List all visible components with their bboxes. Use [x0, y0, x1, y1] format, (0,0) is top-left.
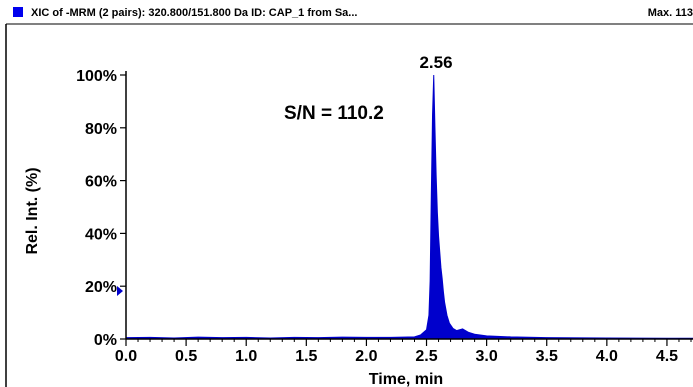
x-tick-label: 1.0	[235, 348, 257, 365]
peak-retention-time-label: 2.56	[419, 53, 452, 72]
x-tick-layer: 0.0 0.5 1.0 1.5 2.0 2.5 3.0 3.5 4.0 4.5	[115, 339, 692, 365]
x-tick-label: 0.5	[175, 348, 197, 365]
y-axis-label: Rel. Int. (%)	[24, 167, 41, 254]
x-tick-label: 0.0	[115, 348, 137, 365]
series-color-swatch-icon	[13, 7, 23, 17]
chromatogram-trace	[125, 74, 693, 340]
signal-to-noise-label: S/N = 110.2	[284, 103, 384, 124]
x-axis-label: Time, min	[369, 371, 443, 387]
x-tick-label: 3.0	[476, 348, 498, 365]
axis-layer	[125, 71, 693, 340]
x-tick-label: 1.5	[295, 348, 317, 365]
plot-area: 0% 20% 40% 60% 80% 100% 0.0 0.5 1.0 1.5 2.0 2.5 3.0…	[76, 68, 693, 365]
y-tick-label: 100%	[76, 68, 117, 85]
intensity-marker-icon	[117, 286, 123, 296]
chart-header	[0, 0, 693, 40]
y-tick-label: 80%	[85, 121, 117, 138]
x-tick-label: 2.0	[355, 348, 377, 365]
y-tick-label: 20%	[85, 279, 117, 296]
x-tick-label: 4.0	[596, 348, 618, 365]
trace-layer	[125, 74, 693, 340]
y-tick-label: 0%	[94, 332, 117, 349]
y-tick-label: 40%	[85, 226, 117, 243]
max-intensity-label: Max. 113	[648, 7, 693, 19]
y-tick-label: 60%	[85, 174, 117, 191]
chart-header-title: XIC of -MRM (2 pairs): 320.800/151.800 D…	[31, 7, 357, 19]
y-tick-layer: 0% 20% 40% 60% 80% 100%	[76, 68, 126, 349]
x-tick-label: 3.5	[536, 348, 558, 365]
x-tick-label: 4.5	[656, 348, 678, 365]
x-tick-label: 2.5	[415, 348, 437, 365]
